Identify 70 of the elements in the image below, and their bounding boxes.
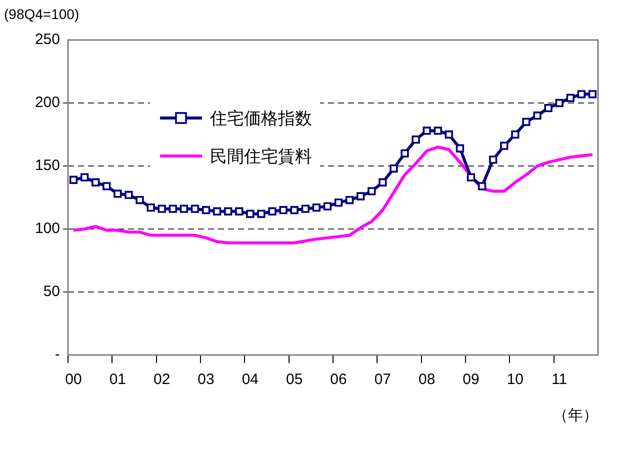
point — [180, 204, 188, 213]
point — [114, 190, 122, 198]
point — [345, 196, 354, 204]
x-tick-label: 09 — [462, 371, 480, 388]
point — [69, 176, 78, 184]
point — [158, 204, 166, 213]
x-tick-label: 07 — [374, 371, 392, 388]
y-tick-label: - — [55, 346, 60, 364]
y-axis-title: (98Q4=100) — [4, 6, 80, 22]
point — [246, 210, 254, 218]
point — [566, 94, 574, 102]
point — [577, 90, 586, 98]
point — [478, 182, 486, 190]
y-tick-label: 200 — [34, 94, 60, 112]
point — [511, 130, 520, 139]
x-tick-label: 00 — [65, 371, 82, 388]
point — [500, 142, 508, 150]
x-tick-label: 11 — [552, 371, 568, 388]
point — [533, 112, 542, 120]
x-tick-label: 05 — [286, 371, 303, 388]
point — [390, 164, 398, 173]
point — [489, 156, 498, 164]
x-tick-label: 02 — [154, 371, 170, 388]
point — [268, 207, 276, 216]
y-tick-label: 50 — [43, 283, 60, 300]
point — [422, 126, 431, 135]
point — [168, 204, 177, 213]
y-tick-label: 100 — [34, 220, 60, 238]
point — [466, 173, 476, 182]
point — [400, 149, 409, 158]
legend-label: 民間住宅賃料 — [210, 146, 312, 168]
point — [312, 204, 321, 212]
x-tick-label: 06 — [330, 371, 347, 388]
x-tick-label: 01 — [109, 371, 126, 388]
x-tick-label: 04 — [242, 371, 259, 388]
x-tick-label: 08 — [418, 371, 436, 388]
point — [412, 135, 420, 144]
point — [444, 130, 454, 139]
point — [323, 202, 332, 210]
point — [102, 182, 111, 190]
point — [146, 204, 155, 212]
point — [301, 204, 310, 213]
point — [368, 187, 376, 196]
y-tick-label: 250 — [34, 31, 60, 48]
point — [80, 173, 89, 182]
point — [190, 204, 200, 213]
point — [378, 178, 387, 186]
x-tick-label: 10 — [506, 371, 524, 388]
y-tick-label: 150 — [34, 157, 60, 174]
legend-label: 住宅価格指数 — [210, 108, 312, 130]
point — [224, 207, 232, 216]
point — [257, 210, 266, 218]
point — [588, 90, 597, 98]
point — [456, 144, 464, 152]
point — [136, 196, 144, 204]
x-axis-title: （年） — [553, 407, 598, 424]
point — [202, 206, 210, 214]
point — [124, 190, 133, 200]
point — [522, 118, 530, 126]
x-tick-label: 03 — [198, 371, 214, 388]
point — [92, 178, 100, 186]
point — [279, 206, 288, 214]
point — [235, 207, 244, 216]
point — [290, 206, 298, 214]
point — [334, 198, 343, 207]
point — [356, 192, 365, 200]
point — [212, 207, 222, 216]
point — [434, 126, 442, 135]
point — [544, 104, 552, 112]
point — [555, 98, 564, 108]
